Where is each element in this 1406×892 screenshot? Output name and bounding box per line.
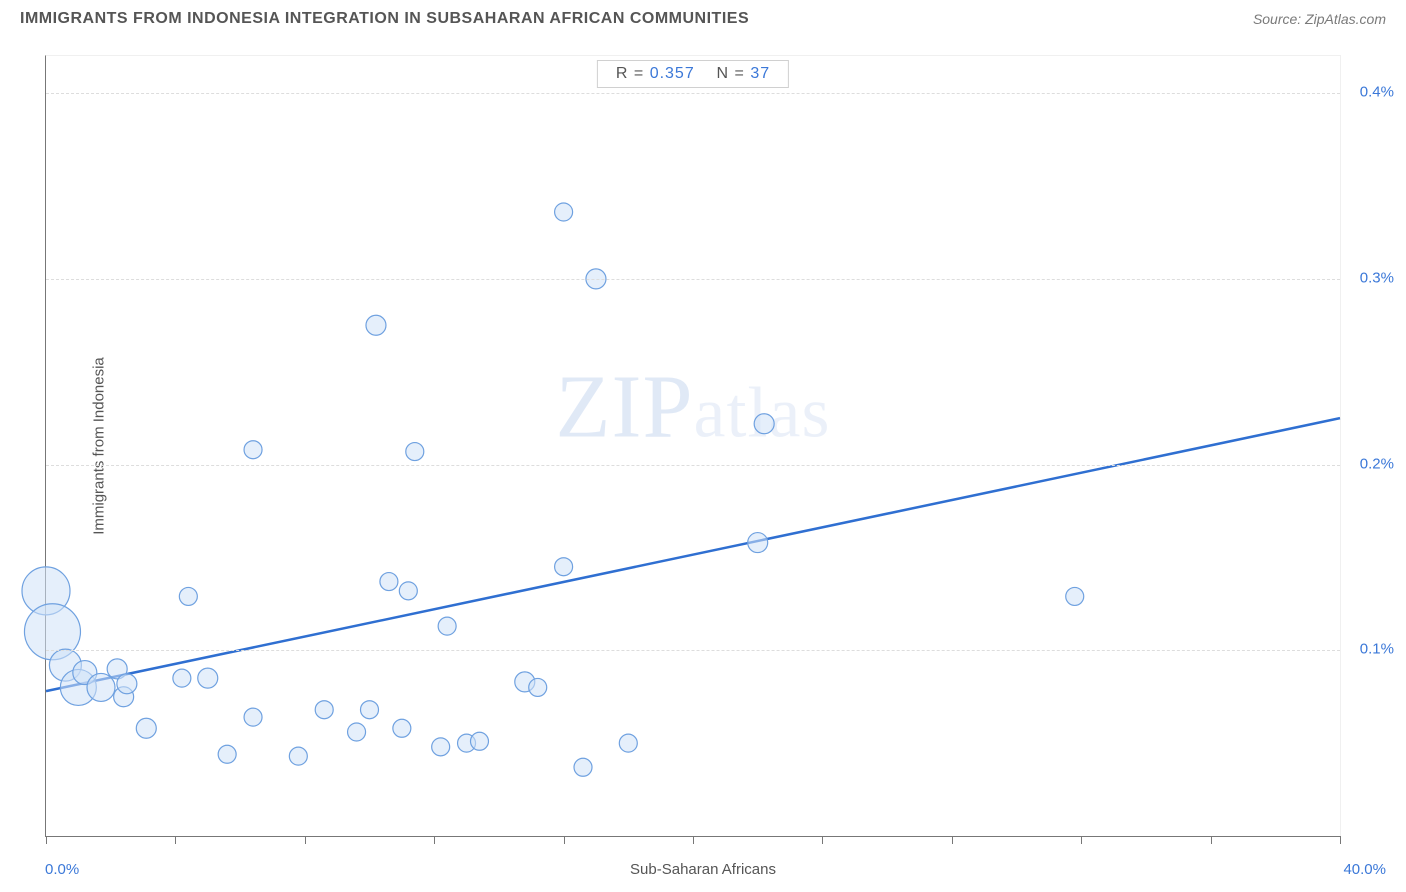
scatter-point: [380, 573, 398, 591]
x-axis-tick: [305, 836, 306, 844]
x-axis-tick: [693, 836, 694, 844]
source-name: ZipAtlas.com: [1305, 11, 1386, 27]
scatter-point: [529, 678, 547, 696]
gridline-horizontal: [46, 465, 1340, 466]
chart-title: IMMIGRANTS FROM INDONESIA INTEGRATION IN…: [20, 10, 749, 28]
source-credit: Source: ZipAtlas.com: [1253, 11, 1386, 27]
scatter-point: [136, 718, 156, 738]
scatter-point: [432, 738, 450, 756]
y-axis-tick-label: 0.3%: [1360, 269, 1394, 286]
x-axis-tick: [564, 836, 565, 844]
x-axis-tick: [434, 836, 435, 844]
x-axis-tick: [1081, 836, 1082, 844]
scatter-point: [348, 723, 366, 741]
x-axis-min: 0.0%: [45, 861, 79, 878]
scatter-point: [87, 673, 115, 701]
chart-plot-area: ZIPatlas R = 0.357 N = 37: [45, 55, 1341, 837]
scatter-point: [366, 315, 386, 335]
scatter-point: [574, 758, 592, 776]
gridline-horizontal: [46, 93, 1340, 94]
gridline-horizontal: [46, 279, 1340, 280]
scatter-point: [555, 558, 573, 576]
scatter-point: [289, 747, 307, 765]
x-axis-max: 40.0%: [1343, 861, 1386, 878]
source-prefix: Source:: [1253, 11, 1305, 27]
scatter-point: [619, 734, 637, 752]
scatter-point: [470, 732, 488, 750]
scatter-point: [748, 533, 768, 553]
y-axis-tick-label: 0.4%: [1360, 84, 1394, 101]
scatter-point: [179, 587, 197, 605]
scatter-point: [244, 708, 262, 726]
x-axis-tick: [175, 836, 176, 844]
gridline-horizontal: [46, 650, 1340, 651]
y-axis-tick-label: 0.2%: [1360, 455, 1394, 472]
scatter-point: [406, 443, 424, 461]
x-axis-tick: [822, 836, 823, 844]
scatter-point: [555, 203, 573, 221]
y-axis-tick-label: 0.1%: [1360, 641, 1394, 658]
x-axis-tick: [46, 836, 47, 844]
scatter-plot-svg: [46, 56, 1340, 836]
scatter-point: [399, 582, 417, 600]
scatter-point: [198, 668, 218, 688]
scatter-point: [244, 441, 262, 459]
scatter-point: [754, 414, 774, 434]
scatter-point: [315, 701, 333, 719]
scatter-point: [173, 669, 191, 687]
scatter-point: [117, 674, 137, 694]
scatter-point: [361, 701, 379, 719]
scatter-point: [218, 745, 236, 763]
scatter-point: [1066, 587, 1084, 605]
x-axis-tick: [952, 836, 953, 844]
x-axis-label: Sub-Saharan Africans: [630, 861, 776, 878]
x-axis-tick: [1340, 836, 1341, 844]
scatter-point: [438, 617, 456, 635]
x-axis-tick: [1211, 836, 1212, 844]
scatter-point: [393, 719, 411, 737]
